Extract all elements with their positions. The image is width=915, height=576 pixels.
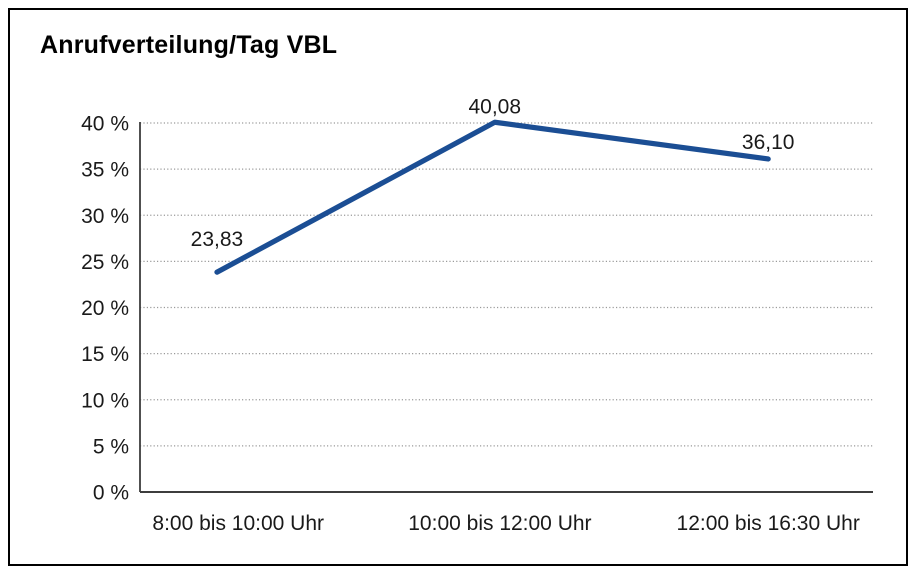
chart-title: Anrufverteilung/Tag VBL (40, 31, 338, 59)
y-tick-label: 0 % (93, 482, 129, 505)
x-tick-label: 10:00 bis 12:00 Uhr (408, 512, 591, 535)
y-tick-label: 35 % (81, 159, 129, 182)
y-tick-label: 20 % (81, 297, 129, 320)
data-point-label: 36,10 (742, 131, 795, 154)
x-tick-label: 12:00 bis 16:30 Uhr (677, 512, 860, 535)
y-tick-label: 5 % (93, 435, 129, 458)
y-tick-label: 40 % (81, 113, 129, 136)
series-line (214, 119, 771, 275)
y-tick-label: 30 % (81, 205, 129, 228)
data-point-label: 40,08 (468, 95, 521, 118)
chart-frame (8, 8, 908, 566)
data-point-label: 23,83 (191, 228, 244, 251)
y-tick-label: 15 % (81, 343, 129, 366)
y-tick-label: 25 % (81, 251, 129, 274)
x-tick-label: 8:00 bis 10:00 Uhr (152, 512, 324, 535)
y-tick-label: 10 % (81, 389, 129, 412)
